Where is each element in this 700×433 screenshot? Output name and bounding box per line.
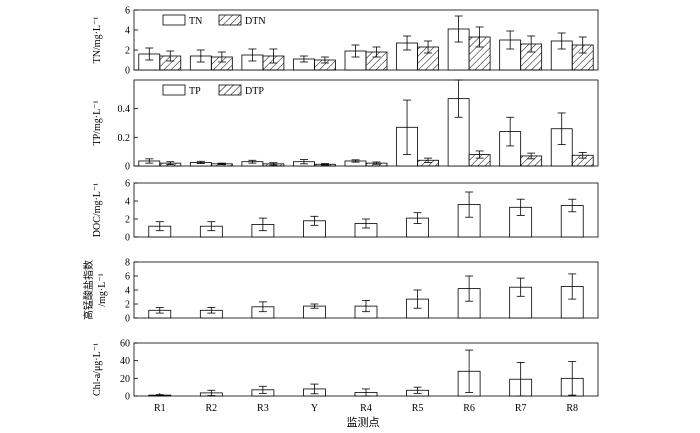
y-tick-label: 6: [125, 179, 130, 190]
y-tick-label: 4: [125, 197, 130, 208]
y-axis-label: DOC/mg·L⁻¹: [92, 183, 103, 237]
y-tick-label: 0.4: [118, 104, 131, 115]
y-tick-label: 20: [120, 374, 130, 385]
x-tick-label: R1: [154, 403, 166, 414]
x-tick-label: R3: [257, 403, 269, 414]
y-axis-label: TN/mg·L⁻¹: [92, 17, 103, 64]
y-tick-label: 40: [120, 356, 130, 367]
legend-label: DTP: [245, 86, 264, 97]
legend-label: TN: [189, 16, 202, 27]
x-tick-label: R6: [463, 403, 475, 414]
y-tick-label: 6: [125, 272, 130, 283]
legend: TN DTN: [162, 14, 266, 27]
panel-chla: 0 20 40 60 Chl-a/μg·L⁻¹ R1 R2 R3 Y R4 R5 R6 R7 R8: [92, 339, 599, 414]
legend-swatch: [218, 84, 242, 96]
y-axis-label: /mg·L⁻¹: [97, 273, 108, 306]
panel-doc: 0 2 4 6 DOC/mg·L⁻¹: [92, 179, 599, 244]
y-tick-label: 4: [125, 26, 130, 37]
y-tick-label: 0.2: [118, 133, 131, 144]
y-tick-label: 0: [125, 162, 130, 173]
y-tick-label: 0: [125, 392, 130, 403]
legend-swatch: [162, 14, 186, 26]
x-tick-label: R4: [360, 403, 372, 414]
x-tick-label: R8: [566, 403, 578, 414]
y-tick-label: 4: [125, 286, 130, 297]
x-tick-label: Y: [311, 403, 318, 414]
y-tick-label: 0: [125, 314, 130, 325]
y-tick-label: 2: [125, 215, 130, 226]
y-axis-label: TP/mg·L⁻¹: [92, 101, 103, 146]
x-tick-label: R7: [515, 403, 527, 414]
x-axis-label: 监测点: [347, 416, 380, 429]
y-tick-label: 0: [125, 66, 130, 77]
y-tick-label: 8: [125, 258, 130, 269]
y-tick-label: 0: [125, 233, 130, 244]
y-tick-label: 60: [120, 339, 130, 350]
y-tick-label: 2: [125, 46, 130, 57]
legend-label: DTN: [245, 16, 266, 27]
y-tick-label: 6: [125, 6, 130, 17]
legend: TP DTP: [162, 84, 264, 97]
legend-swatch: [162, 84, 186, 96]
x-tick-label: R2: [205, 403, 217, 414]
x-tick-label: R5: [412, 403, 424, 414]
legend-label: TP: [189, 86, 201, 97]
y-axis-label: 高锰酸盐指数: [82, 260, 95, 320]
panel-codmn: 0 2 4 6 8 高锰酸盐指数/mg·L⁻¹: [82, 258, 599, 325]
y-axis-label: Chl-a/μg·L⁻¹: [92, 343, 103, 396]
legend-swatch: [218, 14, 242, 26]
panel-tn: 0 2 4 6 TN/mg·L⁻¹ TN DTN: [92, 6, 599, 77]
panel-tp: 0 0.2 0.4 TP/mg·L⁻¹ TP DTP: [92, 79, 599, 173]
y-tick-label: 2: [125, 300, 130, 311]
